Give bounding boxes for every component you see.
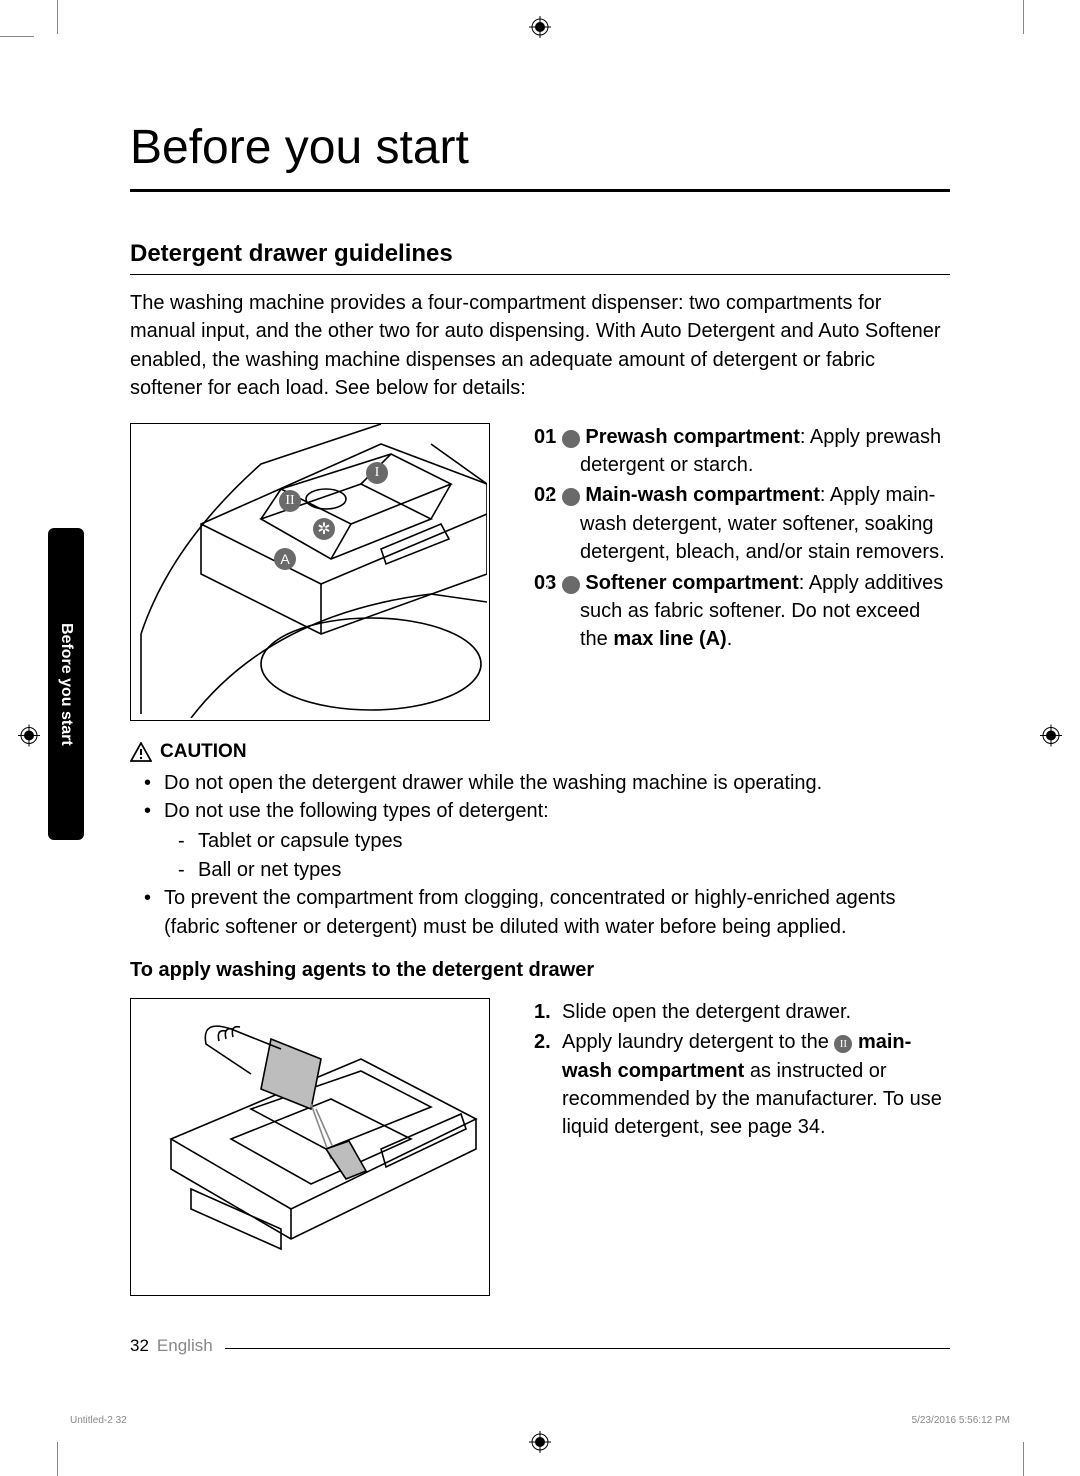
print-slug-left: Untitled-2 32 bbox=[70, 1415, 127, 1426]
caution-label: CAUTION bbox=[160, 741, 247, 763]
diagram-row-1: I II ✲ A 01 I Prewash compartment: Apply… bbox=[130, 423, 950, 721]
section-title: Detergent drawer guidelines bbox=[130, 240, 950, 268]
caution-list: Do not open the detergent drawer while t… bbox=[130, 769, 950, 941]
marker-mainwash-icon: II bbox=[279, 490, 301, 512]
caution-sublist: Tablet or capsule types Ball or net type… bbox=[164, 827, 950, 884]
page-number: 32 bbox=[130, 1336, 149, 1356]
crop-mark bbox=[57, 0, 58, 34]
compartment-name: Prewash compartment bbox=[585, 426, 800, 448]
warning-icon bbox=[130, 742, 152, 762]
prewash-icon: I bbox=[562, 430, 580, 448]
compartment-desc-end: . bbox=[727, 628, 733, 650]
compartment-item: 01 I Prewash compartment: Apply prewash … bbox=[534, 423, 950, 480]
compartment-name: Main-wash compartment bbox=[585, 484, 819, 506]
list-item: To prevent the compartment from clogging… bbox=[130, 884, 950, 941]
step-text: Apply laundry detergent to the bbox=[562, 1031, 834, 1053]
drawer-line-art bbox=[131, 424, 487, 718]
compartment-list: 01 I Prewash compartment: Apply prewash … bbox=[534, 423, 950, 721]
max-line-label: max line (A) bbox=[613, 628, 726, 650]
section-rule bbox=[130, 274, 950, 275]
apply-agent-line-art bbox=[131, 999, 487, 1293]
compartment-item: 03 ✲ Softener compartment: Apply additiv… bbox=[534, 569, 950, 654]
crop-mark bbox=[57, 1442, 58, 1476]
page-footer: 32 English bbox=[130, 1336, 950, 1356]
steps-list: 1. Slide open the detergent drawer. 2. A… bbox=[534, 998, 950, 1142]
list-item: Do not open the detergent drawer while t… bbox=[130, 769, 950, 797]
mainwash-icon: II bbox=[562, 488, 580, 506]
marker-prewash-icon: I bbox=[366, 462, 388, 484]
registration-mark-icon bbox=[1040, 725, 1062, 752]
crop-mark bbox=[1023, 0, 1024, 34]
apply-agent-diagram bbox=[130, 998, 490, 1296]
step-number: 1. bbox=[534, 998, 551, 1026]
list-item-text: Do not use the following types of deterg… bbox=[164, 800, 549, 822]
list-item: Do not use the following types of deterg… bbox=[130, 797, 950, 884]
sub-heading: To apply washing agents to the detergent… bbox=[130, 959, 950, 982]
softener-icon: ✲ bbox=[562, 576, 580, 594]
registration-mark-icon bbox=[529, 16, 551, 43]
steps-block: 1. Slide open the detergent drawer. 2. A… bbox=[534, 998, 950, 1296]
print-slug-right: 5/23/2016 5:56:12 PM bbox=[912, 1415, 1010, 1426]
step-number: 2. bbox=[534, 1028, 551, 1056]
page-title: Before you start bbox=[130, 120, 950, 175]
list-item: 2. Apply laundry detergent to the II mai… bbox=[534, 1028, 950, 1142]
crop-mark bbox=[1023, 1442, 1024, 1476]
page-language: English bbox=[157, 1336, 213, 1356]
caution-header: CAUTION bbox=[130, 741, 950, 763]
compartment-name: Softener compartment bbox=[585, 572, 798, 594]
title-rule bbox=[130, 189, 950, 192]
crop-mark bbox=[0, 36, 34, 37]
intro-paragraph: The washing machine provides a four-comp… bbox=[130, 289, 950, 403]
registration-mark-icon bbox=[18, 725, 40, 752]
mainwash-icon: II bbox=[834, 1035, 852, 1053]
marker-maxline-icon: A bbox=[274, 548, 296, 570]
side-tab: Before you start bbox=[48, 528, 84, 840]
list-item: Tablet or capsule types bbox=[164, 827, 950, 855]
drawer-diagram: I II ✲ A bbox=[130, 423, 490, 721]
footer-rule bbox=[225, 1348, 950, 1349]
step-text: Slide open the detergent drawer. bbox=[562, 1001, 851, 1023]
registration-mark-icon bbox=[529, 1431, 551, 1458]
marker-softener-icon: ✲ bbox=[313, 518, 335, 540]
diagram-row-2: 1. Slide open the detergent drawer. 2. A… bbox=[130, 998, 950, 1296]
list-item: 1. Slide open the detergent drawer. bbox=[534, 998, 950, 1026]
list-item: Ball or net types bbox=[164, 856, 950, 884]
compartment-item: 02 II Main-wash compartment: Apply main-… bbox=[534, 481, 950, 566]
